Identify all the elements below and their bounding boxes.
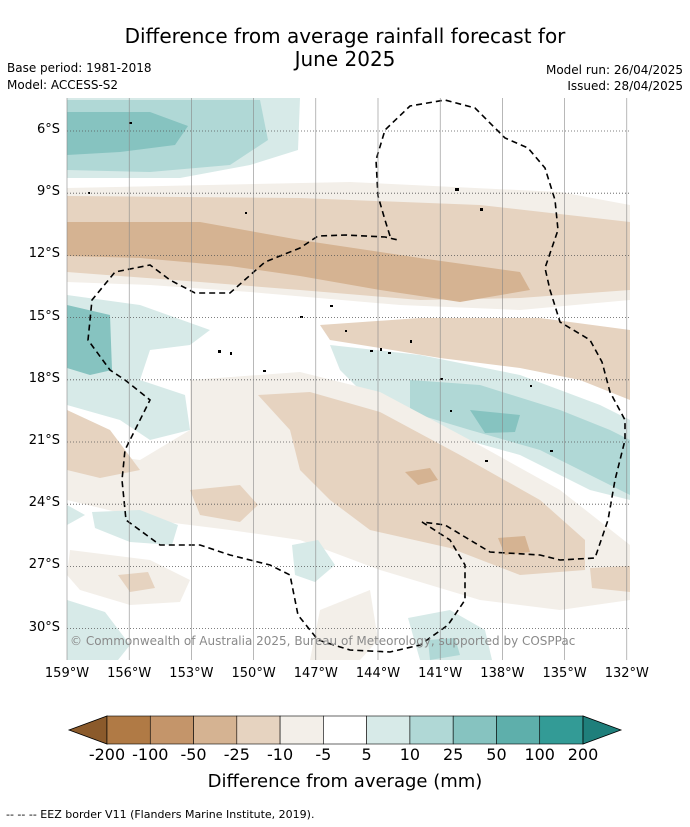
colorbar-tick-label: 50: [486, 745, 507, 764]
latitude-label: 9°S: [36, 184, 60, 200]
colorbar-extend-high: [582, 715, 623, 745]
wet-anomaly-area: [67, 505, 85, 525]
colorbar-segment: [496, 715, 541, 745]
dry-anomaly-area: [310, 590, 378, 660]
longitude-label: 144°W: [355, 666, 401, 681]
colorbar-segment: [279, 715, 324, 745]
longitude-label: 138°W: [480, 666, 525, 681]
wet-anomaly-area: [67, 305, 112, 375]
map-title-line1: Difference from average rainfall forecas…: [124, 24, 566, 48]
colorbar-segment: [106, 715, 151, 745]
longitude-label: 156°W: [107, 666, 152, 681]
longitude-label: 135°W: [542, 666, 587, 681]
wet-anomaly-area: [67, 112, 188, 155]
longitude-label: 147°W: [293, 666, 338, 681]
issued-date: Issued: 28/04/2025: [567, 79, 683, 93]
latitude-label: 6°S: [36, 122, 60, 137]
map-gridlines: [66, 98, 630, 660]
colorbar-segment: [323, 715, 367, 745]
wet-anomaly-area: [67, 600, 130, 660]
longitude-label: 132°W: [604, 666, 649, 681]
latitude-label: 27°S: [28, 557, 60, 573]
eez-legend-note: -- -- -- EEZ border V11 (Flanders Marine…: [6, 808, 315, 821]
copyright-notice: © Commonwealth of Australia 2025, Bureau…: [70, 634, 576, 648]
colorbar-tick-label: 25: [442, 745, 464, 764]
latitude-label: 21°S: [28, 433, 60, 448]
latitude-label: 24°S: [28, 495, 60, 511]
base-period: Base period: 1981-2018: [7, 61, 152, 75]
colorbar-tick-label: -50: [180, 745, 207, 764]
colorbar-tick-label: -25: [223, 745, 250, 764]
colorbar-segment: [366, 715, 411, 745]
colorbar-tick-label: 100: [524, 745, 555, 764]
latitude-label: 15°S: [28, 308, 60, 324]
colorbar-tick-label: 200: [567, 745, 599, 764]
dry-anomaly-area: [67, 410, 140, 478]
wet-anomaly-area: [470, 410, 520, 433]
model-run-date: Model run: 26/04/2025: [545, 63, 683, 77]
map-title-line2: June 2025: [294, 47, 396, 71]
dry-anomaly-area: [405, 468, 438, 485]
eez-border-line: [87, 99, 626, 653]
dry-anomaly-area: [118, 572, 155, 592]
dry-anomaly-area: [190, 485, 258, 522]
dry-anomaly-area: [498, 536, 530, 555]
wet-anomaly-area: [292, 540, 335, 582]
longitude-label: 159°W: [44, 666, 90, 681]
colorbar-segment: [409, 715, 454, 745]
colorbar-segment: [452, 715, 497, 745]
latitude-label: 12°S: [28, 246, 60, 262]
wet-anomaly-area: [410, 380, 630, 495]
colorbar-segment: [149, 715, 194, 745]
colorbar-title: Difference from average (mm): [207, 771, 483, 792]
colorbar-tick-label: -100: [132, 745, 169, 764]
dry-anomaly-area: [67, 222, 530, 302]
model-name: Model: ACCESS-S2: [7, 78, 119, 92]
colorbar-extend-low: [67, 715, 108, 745]
latitude-label: 30°S: [28, 619, 60, 635]
colorbar-segment: [193, 715, 238, 745]
colorbar-tick-label: 10: [399, 745, 421, 764]
dry-anomaly-area: [590, 566, 630, 592]
wet-anomaly-area: [428, 638, 460, 660]
longitude-label: 141°W: [418, 666, 463, 681]
colorbar-tick-label: -10: [267, 745, 294, 764]
colorbar-tick-label: -200: [88, 745, 126, 764]
longitude-label: 150°W: [231, 666, 276, 681]
colorbar-segment: [539, 715, 584, 745]
dry-anomaly-area: [320, 318, 630, 400]
colorbar-tick-label: -5: [315, 745, 332, 764]
longitude-label: 153°W: [169, 666, 214, 681]
latitude-label: 18°S: [28, 370, 60, 386]
colorbar-tick-label: 5: [361, 745, 372, 764]
colorbar-segment: [236, 715, 281, 745]
